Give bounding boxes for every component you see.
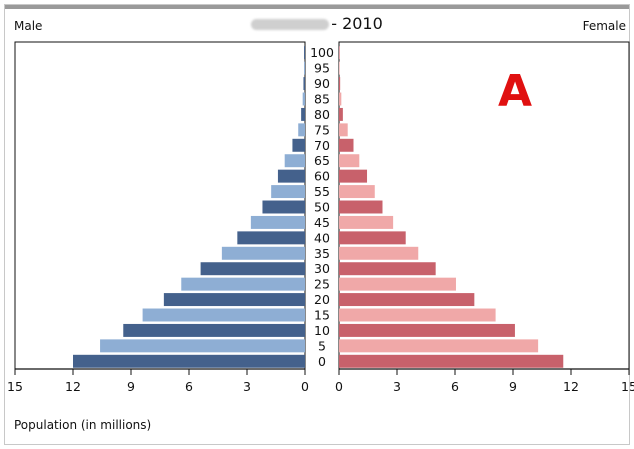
- male-bar-5: [100, 339, 305, 353]
- male-bar-70: [292, 138, 305, 152]
- female-bar-35: [339, 246, 419, 260]
- female-bar-85: [339, 92, 342, 106]
- age-label-30: 30: [314, 261, 330, 276]
- female-bar-45: [339, 215, 394, 229]
- age-label-25: 25: [314, 277, 330, 292]
- male-tick-15: 15: [7, 379, 23, 394]
- male-tick-0: 0: [301, 379, 309, 394]
- chart-title: - 2010: [0, 14, 634, 33]
- chart-title-text: - 2010: [331, 14, 383, 33]
- age-label-75: 75: [314, 122, 330, 137]
- male-bar-20: [163, 293, 305, 307]
- age-label-50: 50: [314, 200, 330, 215]
- female-tick-3: 3: [393, 379, 401, 394]
- female-bar-40: [339, 231, 406, 245]
- male-tick-9: 9: [127, 379, 135, 394]
- female-bar-95: [339, 61, 340, 75]
- female-bar-75: [339, 123, 348, 137]
- age-label-15: 15: [314, 308, 330, 323]
- female-label: Female: [582, 19, 626, 33]
- male-bar-100: [304, 46, 305, 60]
- male-label: Male: [14, 19, 43, 33]
- male-bar-80: [301, 107, 305, 121]
- female-bar-30: [339, 262, 436, 276]
- female-bar-10: [339, 323, 515, 337]
- male-bar-85: [302, 92, 305, 106]
- male-bar-65: [284, 154, 305, 168]
- age-label-65: 65: [314, 153, 330, 168]
- male-bar-0: [73, 354, 305, 368]
- male-bar-10: [123, 323, 306, 337]
- female-bar-100: [339, 46, 340, 60]
- redacted-country-name: [251, 19, 330, 30]
- male-bar-75: [298, 123, 305, 137]
- male-bar-50: [262, 200, 305, 214]
- female-tick-9: 9: [509, 379, 517, 394]
- x-axis-label: Population (in millions): [14, 418, 152, 432]
- age-label-80: 80: [314, 107, 330, 122]
- male-bar-55: [271, 185, 305, 199]
- female-bar-60: [339, 169, 368, 183]
- age-label-40: 40: [314, 230, 330, 245]
- male-bar-15: [142, 308, 305, 322]
- female-bar-0: [339, 354, 564, 368]
- female-bar-55: [339, 185, 375, 199]
- age-label-55: 55: [314, 184, 330, 199]
- age-label-20: 20: [314, 292, 330, 307]
- female-bar-80: [339, 107, 343, 121]
- age-label-85: 85: [314, 92, 330, 107]
- male-tick-3: 3: [243, 379, 251, 394]
- female-bar-15: [339, 308, 496, 322]
- annotation-marker: A: [498, 66, 533, 117]
- male-bar-90: [303, 77, 305, 91]
- female-bar-90: [339, 77, 341, 91]
- male-tick-12: 12: [65, 379, 81, 394]
- female-tick-15: 15: [621, 379, 634, 394]
- female-tick-0: 0: [335, 379, 343, 394]
- female-bar-70: [339, 138, 354, 152]
- male-bar-25: [181, 277, 305, 291]
- male-bar-35: [221, 246, 305, 260]
- female-bar-50: [339, 200, 383, 214]
- male-bar-30: [200, 262, 305, 276]
- female-tick-6: 6: [451, 379, 459, 394]
- age-label-5: 5: [318, 338, 326, 353]
- male-bar-45: [250, 215, 305, 229]
- age-label-0: 0: [318, 354, 326, 369]
- age-label-100: 100: [310, 45, 334, 60]
- age-label-60: 60: [314, 169, 330, 184]
- age-label-70: 70: [314, 138, 330, 153]
- window-top-bar: [4, 4, 630, 9]
- age-label-35: 35: [314, 246, 330, 261]
- male-bar-95: [304, 61, 305, 75]
- age-label-95: 95: [314, 61, 330, 76]
- male-bar-60: [277, 169, 305, 183]
- male-tick-6: 6: [185, 379, 193, 394]
- female-bar-20: [339, 293, 475, 307]
- male-bar-40: [237, 231, 305, 245]
- female-bar-25: [339, 277, 456, 291]
- age-label-10: 10: [314, 323, 330, 338]
- female-tick-12: 12: [563, 379, 579, 394]
- age-label-45: 45: [314, 215, 330, 230]
- age-label-90: 90: [314, 76, 330, 91]
- female-bar-65: [339, 154, 360, 168]
- female-bar-5: [339, 339, 539, 353]
